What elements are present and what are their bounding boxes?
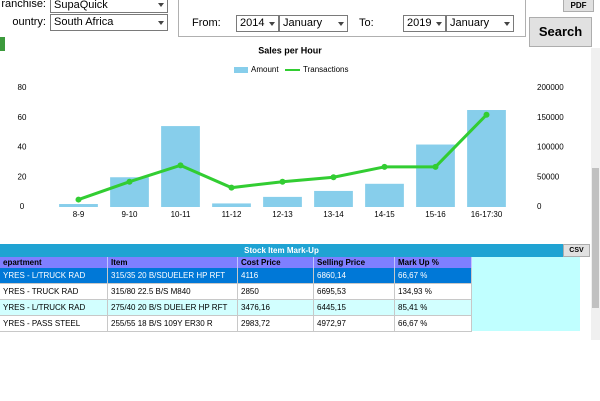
column-header[interactable]: Selling Price	[314, 257, 395, 268]
x-tick-label: 16-17:30	[471, 210, 503, 219]
y-tick-label: 40	[18, 143, 27, 152]
franchise-label: ranchise:	[1, 0, 46, 10]
y2-tick-label: 50000	[537, 172, 560, 181]
table-cell[interactable]: 4116	[238, 268, 314, 284]
chart-title: Sales per Hour	[258, 45, 322, 55]
legend-label: Amount	[251, 65, 279, 74]
search-button[interactable]: Search	[529, 17, 592, 47]
table-cell[interactable]: 134,93 %	[395, 284, 472, 300]
x-tick-label: 10-11	[171, 210, 191, 219]
table-cell[interactable]: 66,67 %	[395, 268, 472, 284]
data-grid: epartment Item Cost Price Selling Price Mark…	[0, 257, 472, 332]
legend-swatch	[234, 67, 248, 73]
from-year-select[interactable]: 2014	[236, 15, 279, 32]
x-tick-label: 8-9	[73, 210, 85, 219]
to-label: To:	[359, 17, 374, 29]
line-point	[75, 196, 82, 203]
chart: Sales per Hour 0 20 40 60 80 0 50000 100000 1500…	[18, 45, 565, 219]
franchise-select[interactable]: SupaQuick	[50, 0, 168, 13]
pdf-button[interactable]: PDF	[563, 0, 594, 12]
y2-tick-label: 0	[537, 202, 542, 211]
y-tick-label: 20	[18, 172, 27, 181]
x-tick-label: 15-16	[425, 210, 446, 219]
to-month-select[interactable]: January	[446, 15, 514, 32]
x-tick-label: 9-10	[121, 210, 138, 219]
scrollbar[interactable]	[591, 48, 600, 340]
bar	[212, 203, 251, 207]
column-header[interactable]: Item	[108, 257, 238, 268]
line-point	[483, 111, 490, 118]
line-point	[177, 162, 184, 169]
scroll-thumb[interactable]	[592, 168, 599, 308]
table-cell[interactable]: 2983,72	[238, 316, 314, 332]
to-year-select[interactable]: 2019	[403, 15, 446, 32]
table-cell[interactable]: 255/55 18 B/S 109Y ER30 R	[108, 316, 238, 332]
y2-tick-label: 150000	[537, 113, 564, 122]
table-cell[interactable]: YRES - L/TRUCK RAD	[0, 300, 108, 316]
y-tick-label: 60	[18, 113, 27, 122]
bar	[59, 204, 98, 207]
from-label: From:	[192, 17, 221, 29]
line-point	[279, 178, 286, 185]
side-button[interactable]	[0, 37, 5, 51]
table-cell[interactable]: 3476,16	[238, 300, 314, 316]
y-tick-label: 80	[18, 83, 27, 92]
csv-button[interactable]: CSV	[563, 244, 590, 257]
table-cell[interactable]: YRES - L/TRUCK RAD	[0, 268, 108, 284]
bar	[263, 196, 302, 207]
y2-tick-label: 100000	[537, 143, 564, 152]
table-cell[interactable]: 6695,53	[314, 284, 395, 300]
from-month-select[interactable]: January	[279, 15, 348, 32]
table-filler	[472, 257, 580, 331]
country-select[interactable]: South Africa	[50, 14, 168, 31]
x-tick-label: 14-15	[374, 210, 395, 219]
x-tick-label: 11-12	[222, 210, 242, 219]
column-header[interactable]: Cost Price	[238, 257, 314, 268]
table-cell[interactable]: 6445,15	[314, 300, 395, 316]
line-point	[126, 178, 133, 185]
table-cell[interactable]: 275/40 20 B/S DUELER HP RFT	[108, 300, 238, 316]
country-label: ountry:	[12, 16, 46, 28]
date-range-box	[178, 0, 526, 37]
y2-tick-label: 200000	[537, 83, 564, 92]
line-point	[432, 163, 439, 170]
table-cell[interactable]: 66,67 %	[395, 316, 472, 332]
line-point	[330, 174, 337, 181]
column-header[interactable]: epartment	[0, 257, 108, 268]
x-tick-label: 13-14	[323, 210, 344, 219]
table-cell[interactable]: 315/80 22.5 B/S M840	[108, 284, 238, 300]
table-title: Stock Item Mark-Up	[0, 244, 563, 257]
table-cell[interactable]: 4972,97	[314, 316, 395, 332]
line-point	[381, 163, 388, 170]
x-tick-label: 12-13	[272, 210, 293, 219]
bar	[314, 190, 353, 207]
table-cell[interactable]: 2850	[238, 284, 314, 300]
bar	[365, 183, 404, 207]
column-header[interactable]: Mark Up %	[395, 257, 472, 268]
table-cell[interactable]: 85,41 %	[395, 300, 472, 316]
y-tick-label: 0	[20, 202, 25, 211]
table-cell[interactable]: YRES - PASS STEEL	[0, 316, 108, 332]
line-point	[228, 184, 235, 191]
legend-label: Transactions	[303, 65, 349, 74]
bar	[467, 110, 506, 207]
table-cell[interactable]: 6860,14	[314, 268, 395, 284]
table-cell[interactable]: YRES - TRUCK RAD	[0, 284, 108, 300]
table-cell[interactable]: 315/35 20 B/SDUELER HP RFT	[108, 268, 238, 284]
